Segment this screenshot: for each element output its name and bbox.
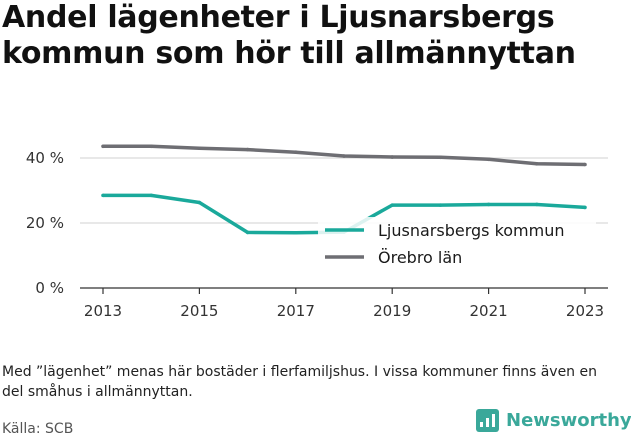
y-tick-label: 0 %: [35, 279, 64, 297]
x-tick-label: 2023: [566, 302, 604, 320]
data-point: [486, 202, 491, 207]
line-chart: 0 % 20 % 40 % 2013 2015 2017 2019 2021 2023 Lju…: [26, 144, 608, 320]
footnote: Med ”lägenhet” menas här bostäder i fler…: [2, 364, 597, 400]
legend-label: Ljusnarsbergs kommun: [378, 221, 565, 240]
data-point: [294, 230, 298, 235]
x-tick-label: 2013: [84, 302, 122, 320]
legend: Ljusnarsbergs kommun Örebro län: [318, 217, 596, 269]
data-point: [583, 162, 587, 167]
bar-chart-icon: [476, 409, 499, 432]
y-tick-label: 40 %: [26, 149, 64, 167]
data-point: [535, 202, 539, 207]
y-tick-label: 20 %: [26, 214, 64, 232]
data-point: [342, 154, 346, 158]
data-point: [438, 155, 443, 160]
legend-label: Örebro län: [378, 248, 462, 267]
data-point: [583, 205, 587, 210]
x-tick-label: 2015: [180, 302, 218, 320]
x-tick-label: 2019: [373, 302, 411, 320]
x-tick-label: 2017: [277, 302, 315, 320]
data-point: [245, 147, 250, 152]
data-point: [245, 230, 250, 235]
data-point: [149, 193, 153, 198]
brand-logo: Newsworthy: [476, 409, 631, 432]
data-point: [390, 155, 395, 159]
data-point: [294, 150, 298, 154]
data-point: [101, 144, 105, 149]
y-axis-ticks: 0 % 20 % 40 %: [26, 149, 64, 297]
data-point: [197, 200, 202, 205]
data-point: [197, 146, 202, 151]
chart-title: Andel lägenheter i Ljusnarsbergs kommun …: [2, 0, 576, 71]
x-tick-label: 2021: [470, 302, 508, 320]
data-point: [101, 193, 105, 198]
source-label: Källa: SCB: [2, 421, 74, 437]
data-point: [149, 144, 153, 149]
x-axis-ticks: 2013 2015 2017 2019 2021 2023: [84, 288, 604, 320]
legend-background: [318, 217, 596, 269]
data-point: [535, 162, 539, 166]
data-point: [438, 203, 443, 207]
brand-name: Newsworthy: [506, 410, 631, 431]
data-point: [390, 203, 395, 207]
data-point: [486, 157, 491, 162]
